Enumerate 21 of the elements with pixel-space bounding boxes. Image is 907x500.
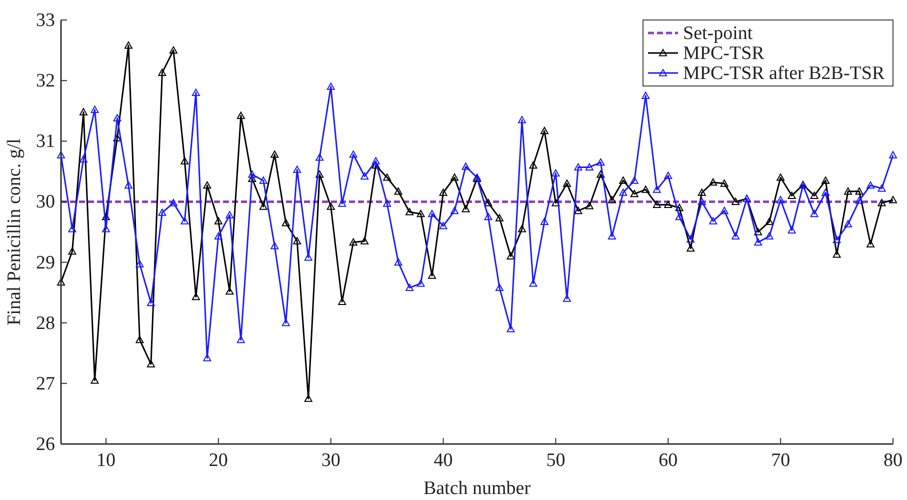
y-tick-label: 32 [36,70,55,92]
y-tick-label: 26 [36,434,55,455]
y-tick-label: 31 [36,131,55,152]
legend-label: MPC-TSR after B2B-TSR [683,63,885,84]
x-tick-label: 80 [884,450,902,471]
y-axis-title: Final Penicillin conc. g/l [4,138,25,326]
legend-label: Set-point [683,23,754,44]
y-tick-label: 29 [36,252,55,274]
x-tick-label: 10 [96,450,116,471]
y-tick-label: 33 [36,10,55,31]
y-tick-label: 27 [36,373,55,394]
x-tick-label: 30 [321,450,340,471]
x-tick-label: 40 [434,450,453,471]
x-tick-label: 50 [546,450,566,471]
x-tick-label: 60 [658,450,678,471]
x-axis-title: Batch number [423,478,532,499]
x-tick-label: 70 [771,450,790,471]
y-tick-label: 28 [36,312,55,334]
y-tick-label: 30 [36,192,55,213]
legend-label: MPC-TSR [683,43,765,64]
x-tick-label: 20 [208,450,228,471]
